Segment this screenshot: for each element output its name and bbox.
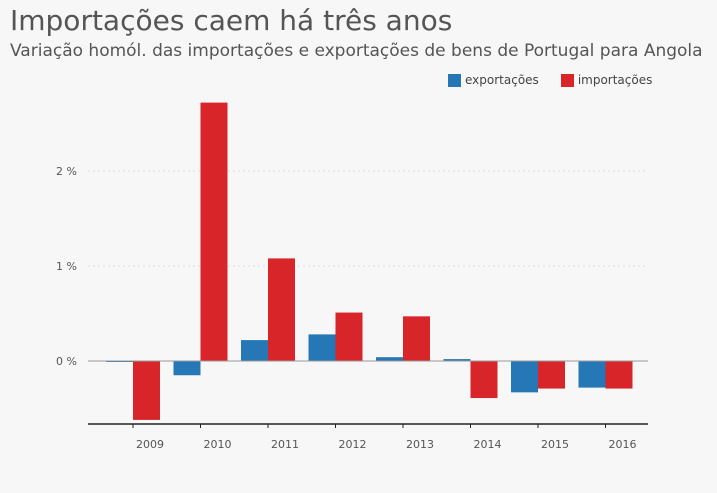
legend-item-exportacoes: exportações [448, 73, 539, 87]
legend-label-exportacoes: exportações [465, 73, 539, 87]
x-tick-label-2014: 2014 [474, 438, 502, 451]
bar-importacoes-2015 [538, 361, 565, 389]
chart-title: Importações caem há três anos [10, 4, 453, 37]
y-tick-label: 0 % [56, 355, 77, 368]
legend-label-importacoes: importações [577, 73, 653, 87]
x-tick-label-2012: 2012 [339, 438, 367, 451]
x-tick-label-2011: 2011 [271, 438, 299, 451]
bar-exportacoes-2016 [578, 361, 606, 388]
x-tick-label-2016: 2016 [609, 438, 637, 451]
x-tick-label-2013: 2013 [406, 438, 434, 451]
bar-importacoes-2010 [200, 102, 228, 361]
y-tick-label: 2 % [56, 165, 77, 178]
bar-exportacoes-2012 [308, 334, 336, 361]
chart-subtitle: Variação homól. das importações e export… [10, 41, 703, 61]
bar-exportacoes-2011 [241, 340, 268, 361]
bar-importacoes-2009 [133, 361, 160, 420]
bar-exportacoes-2010 [173, 361, 201, 376]
x-tick-label-2015: 2015 [541, 438, 569, 451]
bar-importacoes-2012 [335, 312, 363, 361]
bar-importacoes-2014 [470, 361, 498, 399]
legend-swatch-importacoes [560, 73, 574, 87]
x-tick-label-2009: 2009 [136, 438, 164, 451]
bar-exportacoes-2014 [443, 359, 471, 361]
legend: exportações importações [448, 73, 652, 87]
bar-importacoes-2011 [268, 258, 295, 361]
x-tick-label-2010: 2010 [204, 438, 232, 451]
bar-importacoes-2016 [605, 361, 633, 389]
legend-swatch-exportacoes [448, 73, 461, 87]
y-tick-label: 1 % [56, 260, 77, 273]
bar-importacoes-2013 [403, 316, 430, 361]
bar-exportacoes-2015 [511, 361, 538, 393]
legend-item-importacoes: importações [560, 73, 653, 87]
bar-exportacoes-2013 [376, 357, 403, 361]
